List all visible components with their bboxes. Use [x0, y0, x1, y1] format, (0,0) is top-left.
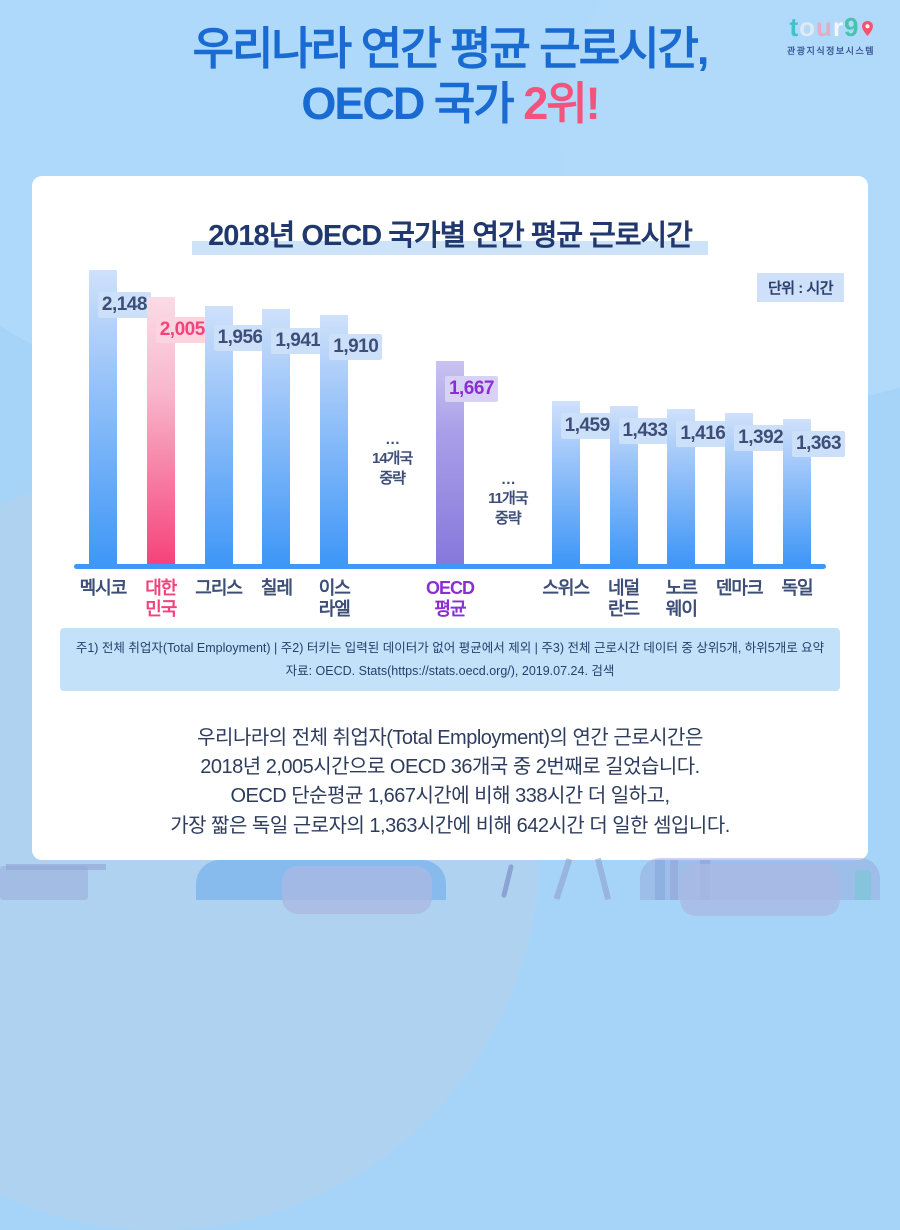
poster-title: 우리나라 연간 평균 근로시간, OECD 국가 2위! [0, 22, 900, 132]
footnote-line2: 자료: OECD. Stats(https://stats.oecd.org/)… [285, 663, 615, 678]
shelf-illustration [0, 866, 88, 900]
easel-leg-illustration [553, 858, 573, 900]
bar-독일: 1,363 [783, 419, 846, 564]
value-chip: 1,433 [618, 418, 672, 444]
chart-column-6: 1,667 [421, 264, 498, 564]
easel-leg-illustration [595, 857, 611, 901]
value-chip: 1,416 [676, 421, 730, 447]
bar-덴마크: 1,392 [725, 413, 788, 564]
value-chip: 1,392 [734, 425, 788, 451]
summary-line: 2018년 2,005시간으로 OECD 36개국 중 2번째로 길었습니다. [200, 756, 700, 779]
value-chip: 1,910 [329, 334, 383, 360]
axis-label-칠레: 칠레 [260, 578, 293, 598]
chart-column-5: … 14개국 중략 [363, 264, 421, 564]
omitted-countries-note: … 14개국 중략 [371, 430, 413, 487]
bar-OECD평균: 1,667 [435, 361, 498, 564]
logo-letter: o [799, 12, 817, 42]
bar-노르웨이: 1,416 [667, 409, 730, 564]
bottom-office-illustration [0, 855, 900, 916]
logo-letter: r [832, 12, 845, 42]
shelf-top-illustration [6, 864, 106, 870]
axis-label-네덜란드: 네덜 란드 [607, 578, 640, 620]
axis-label-OECD평균: OECD 평균 [425, 578, 475, 620]
chart-columns: 2,148 2,005 1,956 1,941 1,910 … 14개국 중략 1,667 … 11… [74, 264, 846, 564]
value-chip: 1,941 [271, 328, 325, 354]
x-axis-line [74, 564, 826, 569]
axis-label-그리스: 그리스 [195, 578, 243, 598]
unit-badge: 단위 : 시간 [756, 273, 844, 302]
axis-label-empty [479, 578, 537, 620]
axis-label-대한민국: 대한 민국 [145, 578, 177, 620]
tour9-logo-tagline: 관광지식정보시스템 [786, 46, 876, 56]
chart-column-2: 1,956 [190, 264, 267, 564]
chart-column-8: 1,459 [537, 264, 614, 564]
x-axis-labels: 멕시코 대한 민국 그리스 칠레 이스 라엘 OECD 평균 스위스 네덜 란드 노르 웨이 덴마크 독일 [74, 578, 826, 620]
chart-column-9: 1,433 [595, 264, 672, 564]
bar-멕시코: 2,148 [88, 270, 151, 564]
office-chair-right-illustration [680, 864, 840, 916]
bar-대한민국: 2,005 [146, 297, 209, 564]
chart-column-12: 1,363 [768, 264, 846, 564]
bar-chart: 2,148 2,005 1,956 1,941 1,910 … 14개국 중략 1,667 … 11… [74, 264, 846, 620]
axis-label-노르웨이: 노르 웨이 [665, 578, 698, 620]
footnote-line1: 주1) 전체 취업자(Total Employment) | 주2) 터키는 입… [75, 641, 825, 655]
chart-column-10: 1,416 [652, 264, 730, 564]
chart-column-7: … 11개국 중략 [479, 264, 537, 564]
poster-title-line1: 우리나라 연간 평균 근로시간, [192, 23, 710, 74]
bar-네덜란드: 1,433 [609, 406, 672, 564]
axis-label-empty [363, 578, 421, 620]
chart-column-11: 1,392 [710, 264, 788, 564]
office-chair-left-illustration [282, 866, 432, 914]
poster-title-rank-accent: 2위! [523, 77, 600, 129]
chart-column-0: 2,148 [74, 264, 151, 564]
summary-line: OECD 단순평균 1,667시간에 비해 338시간 더 일하고, [230, 785, 670, 808]
axis-label-덴마크: 덴마크 [715, 578, 764, 598]
summary-line: 우리나라의 전체 취업자(Total Employment)의 연간 근로시간은 [197, 727, 703, 749]
chart-column-3: 1,941 [248, 264, 325, 564]
lamp-illustration [855, 870, 871, 900]
bar-칠레: 1,941 [262, 309, 325, 564]
axis-label-멕시코: 멕시코 [79, 578, 128, 598]
poster-title-line2-prefix: OECD 국가 [301, 77, 524, 129]
logo-letter: u [816, 12, 833, 42]
chart-title-text: 2018년 OECD 국가별 연간 평균 근로시간 [192, 220, 708, 255]
value-chip: 1,956 [213, 325, 267, 351]
axis-label-스위스: 스위스 [542, 578, 590, 598]
bar-그리스: 1,956 [204, 306, 267, 564]
chart-column-1: 2,005 [132, 264, 209, 564]
axis-label-이스라엘: 이스 라엘 [318, 578, 351, 620]
location-pin-icon [861, 14, 873, 40]
tour9-logo-word: tour9 [776, 14, 886, 40]
axis-label-독일: 독일 [781, 578, 813, 598]
value-chip: 2,148 [97, 292, 151, 318]
footnote-box: 주1) 전체 취업자(Total Employment) | 주2) 터키는 입… [60, 628, 840, 691]
chart-title: 2018년 OECD 국가별 연간 평균 근로시간 [32, 212, 868, 255]
bar-스위스: 1,459 [551, 401, 614, 564]
logo-letter: t [789, 12, 800, 42]
value-chip: 1,363 [792, 431, 846, 457]
summary-paragraph: 우리나라의 전체 취업자(Total Employment)의 연간 근로시간은… [32, 724, 868, 841]
value-chip: 1,667 [444, 376, 498, 402]
chart-column-4: 1,910 [305, 264, 383, 564]
chart-card: 2018년 OECD 국가별 연간 평균 근로시간 단위 : 시간 2,148 2… [32, 176, 868, 860]
poster-title-line2: OECD 국가 2위! [0, 77, 900, 132]
tour9-logo: tour9 관광지식정보시스템 [776, 14, 886, 57]
logo-letter: 9 [844, 12, 860, 42]
value-chip: 1,459 [560, 413, 614, 439]
value-chip: 2,005 [155, 317, 209, 343]
summary-line: 가장 짧은 독일 근로자의 1,363시간에 비해 642시간 더 일한 셈입니… [170, 814, 730, 837]
pencil-illustration [500, 863, 515, 899]
omitted-countries-note: … 11개국 중략 [488, 470, 528, 527]
bar-이스라엘: 1,910 [320, 315, 383, 564]
